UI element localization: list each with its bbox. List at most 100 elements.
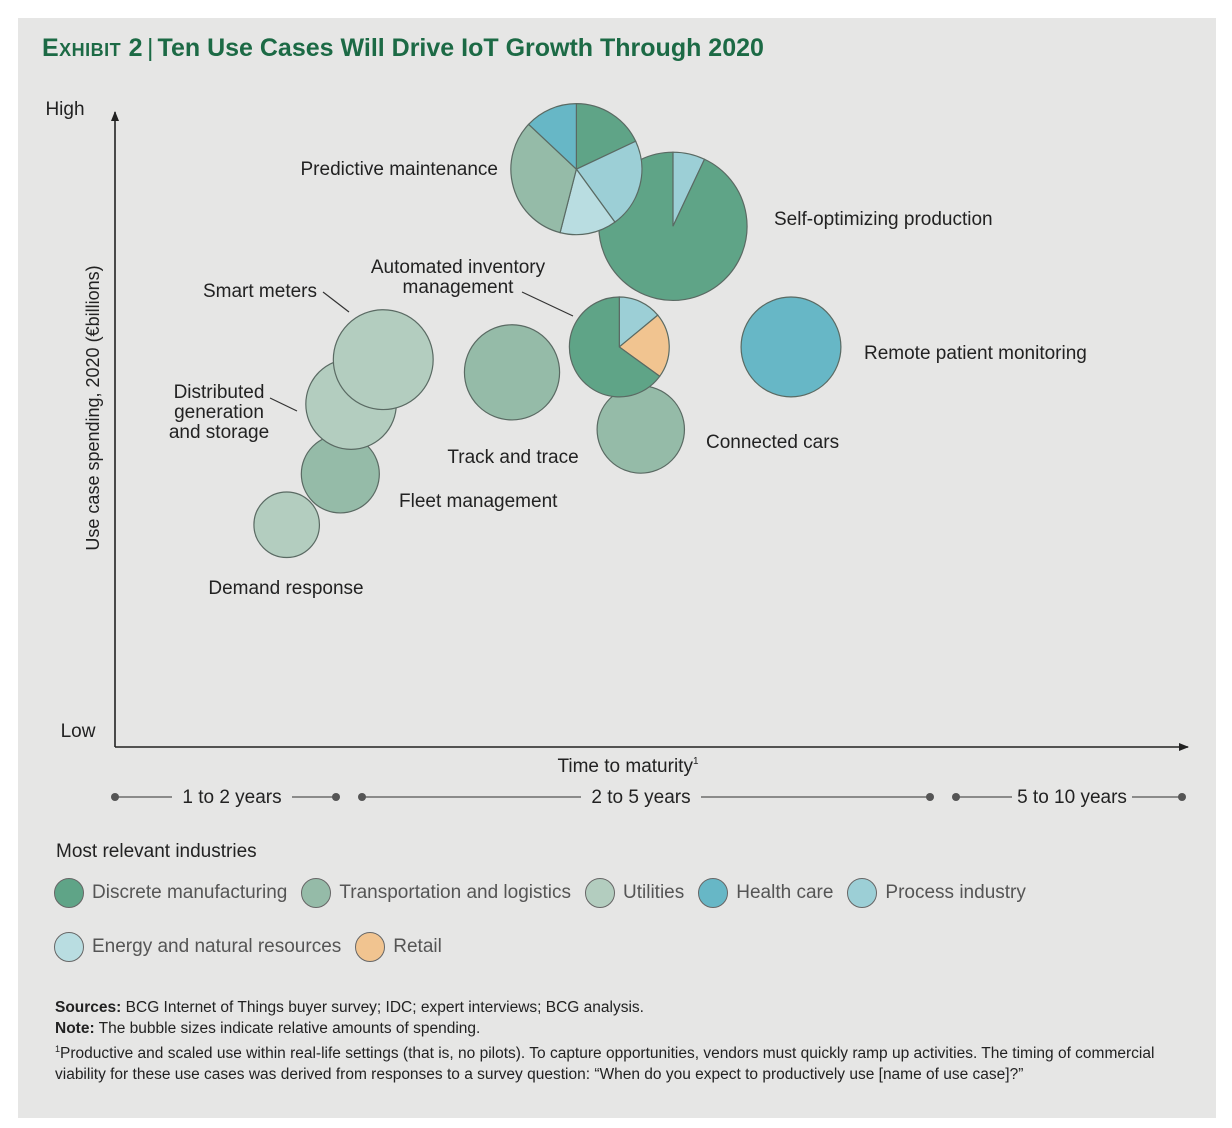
bubble-label: Demand response [208, 578, 363, 599]
bubble-label: Track and trace [447, 447, 578, 468]
bubble-label: Smart meters [203, 281, 317, 302]
legend-item-energy-natural-resources: Energy and natural resources [54, 932, 341, 962]
bubble-label-line: and storage [169, 422, 269, 443]
bubble-label-line: Demand response [208, 578, 363, 599]
bubble-chart: High Low Use case spending, 2020 (€billi… [45, 99, 1189, 809]
bubble-segment-process-industry [575, 140, 643, 223]
range-end-dot [1178, 793, 1186, 801]
bubble-segment-utilities [253, 491, 321, 559]
bubble-segment-utilities [332, 309, 434, 411]
legend-swatch [698, 878, 729, 908]
label-distributed-generation-and-storage: Distributed generation and storage [169, 382, 298, 443]
bubble-segment-discrete-manufacturing [575, 103, 637, 171]
label-connected-cars: Connected cars [706, 432, 839, 453]
bubble-labels-layer: Predictive maintenance Self-optimizing pr… [169, 159, 1087, 599]
bubble-predictive-maintenance [510, 103, 643, 236]
note-text: The bubble sizes indicate relative amoun… [98, 1020, 481, 1037]
sources-text: BCG Internet of Things buyer survey; IDC… [125, 999, 644, 1016]
range-label-bg [583, 785, 699, 809]
range-label: 5 to 10 years [1017, 787, 1127, 808]
legend-swatch [54, 878, 84, 908]
note-line: Note: The bubble sizes indicate relative… [55, 1018, 1155, 1039]
legend-row-1: Discrete manufacturing Transportation and… [54, 878, 1040, 908]
bubble-label: Self-optimizing production [774, 209, 993, 230]
range-start-dot [111, 793, 119, 801]
label-track-and-trace: Track and trace [447, 447, 578, 468]
bubble-label-line: management [403, 277, 515, 298]
bubble-remote-patient-monitoring [740, 296, 842, 398]
bubble-segment-transportation-logistics [463, 324, 561, 421]
bubble-segment-health-care [527, 103, 577, 171]
legend-title: Most relevant industries [56, 841, 257, 862]
sources-line: Sources: BCG Internet of Things buyer su… [55, 997, 1155, 1018]
legend-item-process-industry: Process industry [847, 878, 1026, 908]
footnote-marker: 1 [55, 1044, 61, 1054]
maturity-ranges: 1 to 2 years 2 to 5 years 5 to 10 years [111, 785, 1186, 809]
range-label: 1 to 2 years [182, 787, 281, 808]
bubble-label-line: Smart meters [203, 281, 317, 302]
chart-axes: High Low Use case spending, 2020 (€billi… [45, 99, 1189, 777]
bubble-label-line: Remote patient monitoring [864, 343, 1087, 364]
y-axis-title: Use case spending, 2020 (€billions) [83, 265, 103, 550]
label-fleet-management: Fleet management [399, 491, 558, 512]
bubble-label: Predictive maintenance [301, 159, 499, 180]
chart-title: Ten Use Cases Will Drive IoT Growth Thro… [157, 34, 764, 62]
bubble-label: Distributed generation and storage [169, 382, 269, 443]
bubble-segment-health-care [740, 296, 842, 398]
range-label-bg [1014, 785, 1130, 809]
bubble-label-line: Automated inventory [371, 257, 546, 278]
legend-label: Energy and natural resources [92, 936, 342, 957]
bubble-label: Remote patient monitoring [864, 343, 1087, 364]
label-leader-line [322, 291, 350, 313]
bubble-label: Fleet management [399, 491, 558, 512]
range-2-to-5-years: 2 to 5 years [358, 785, 934, 809]
bubble-label-line: Track and trace [447, 447, 578, 468]
footnote-line: 1Productive and scaled use within real-l… [55, 1039, 1155, 1085]
bubble-segment-discrete-manufacturing [568, 296, 661, 398]
bubble-segment-transportation-logistics [510, 123, 578, 234]
range-label-bg [174, 785, 290, 809]
legend-swatch [585, 878, 616, 908]
range-end-dot [926, 793, 934, 801]
y-high-label: High [45, 99, 84, 120]
range-end-dot [332, 793, 340, 801]
range-1-to-2-years: 1 to 2 years [111, 785, 340, 809]
bubble-label: Connected cars [706, 432, 839, 453]
label-predictive-maintenance: Predictive maintenance [301, 159, 499, 180]
label-self-optimizing-production: Self-optimizing production [774, 209, 993, 230]
x-axis-footnote-marker: 1 [693, 756, 699, 767]
bubble-label-line: Predictive maintenance [301, 159, 499, 180]
legend-swatch [355, 932, 386, 962]
label-demand-response: Demand response [208, 578, 363, 599]
exhibit-number: Exhibit 2 [42, 34, 144, 62]
range-label: 2 to 5 years [591, 787, 690, 808]
bubbles-layer [253, 103, 842, 559]
sources-label: Sources: [55, 999, 122, 1016]
legend-item-transportation-logistics: Transportation and logistics [301, 878, 571, 908]
bubble-label-line: generation [174, 402, 264, 423]
bubble-label-line: Fleet management [399, 491, 558, 512]
label-remote-patient-monitoring: Remote patient monitoring [864, 343, 1087, 364]
legend-item-utilities: Utilities [585, 878, 684, 908]
legend-swatch [301, 878, 332, 908]
x-axis-title-text: Time to maturity [557, 756, 693, 777]
legend-label: Process industry [885, 882, 1026, 903]
legend-item-discrete-manufacturing: Discrete manufacturing [54, 878, 287, 908]
title-separator: | [147, 34, 154, 62]
bubble-automated-inventory-management [568, 296, 670, 398]
label-leader-line [269, 397, 298, 412]
footnote-text: Productive and scaled use within real-li… [55, 1045, 1155, 1084]
range-start-dot [358, 793, 366, 801]
legend-label: Retail [393, 936, 442, 957]
label-leader-line [521, 291, 574, 317]
exhibit-title: Exhibit 2 | Ten Use Cases Will Drive IoT G… [42, 34, 764, 63]
bubble-smart-meters [332, 309, 434, 411]
legend-row-2: Energy and natural resources Retail [54, 932, 456, 962]
label-smart-meters: Smart meters [203, 281, 350, 313]
note-label: Note: [55, 1020, 95, 1037]
range-start-dot [952, 793, 960, 801]
y-low-label: Low [61, 721, 96, 742]
bubble-label-line: Self-optimizing production [774, 209, 993, 230]
bubble-label-line: Connected cars [706, 432, 839, 453]
x-axis-title: Time to maturity1 [557, 756, 699, 777]
